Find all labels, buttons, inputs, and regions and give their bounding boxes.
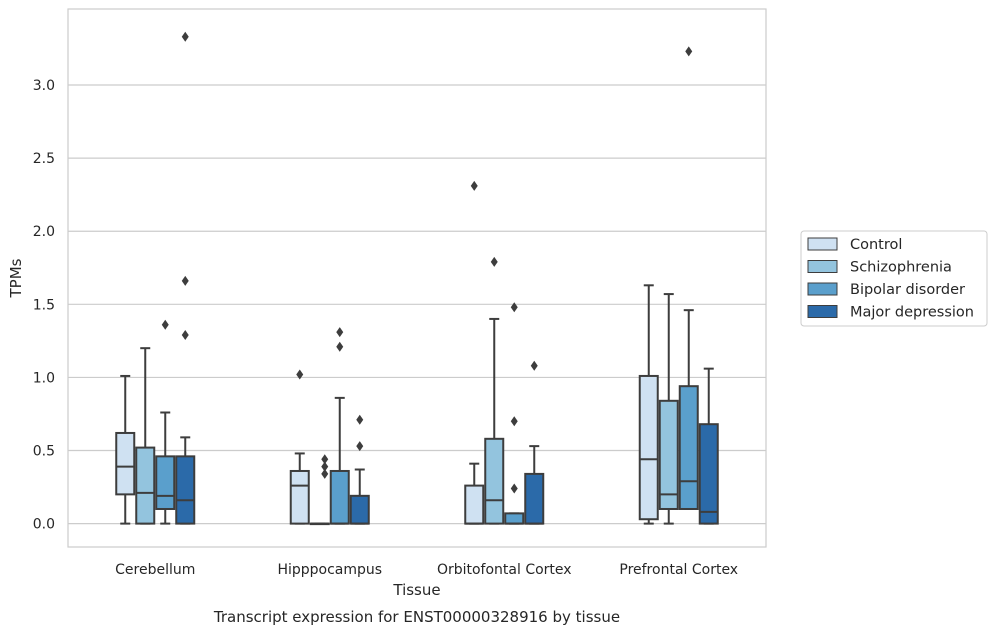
outlier-point [321,468,329,479]
legend-swatch [807,305,838,318]
box-rect [504,512,525,525]
y-tick-label: 3.0 [33,78,55,94]
legend-label: Control [850,237,902,253]
legend-swatch [807,260,838,273]
outlier-point [181,330,189,341]
outlier-point [356,414,364,425]
outlier-point [490,256,498,267]
outlier-point [685,46,693,57]
chart-title: Transcript expression for ENST0000032891… [213,608,620,626]
outlier-point [530,360,538,371]
box-group [504,302,525,525]
box-group [698,367,719,525]
outlier-point [470,180,478,191]
box-rect [329,469,350,525]
y-tick-label: 1.0 [33,370,55,386]
box-group [524,360,545,525]
outlier-point [510,483,518,494]
outlier-point [510,302,518,313]
box-group [155,319,176,525]
legend-label: Schizophrenia [850,260,952,276]
x-tick-label: Orbitofontal Cortex [437,562,572,578]
box-group [484,256,505,525]
box-group [678,46,699,510]
legend-swatch [807,282,838,296]
box-rect [524,472,545,525]
x-tick-labels: Cerebellum Hipppocampus Orbitofontal Corte… [115,562,738,578]
y-tick-labels: 0.0 0.5 1.0 1.5 2.0 2.5 3.0 [33,78,55,533]
legend-label: Bipolar disorder [850,282,965,298]
x-tick-label: Prefrontal Cortex [619,562,738,578]
box-rect [484,437,505,525]
legend-swatch [807,237,838,251]
box-rect [638,374,659,521]
x-tick-label: Cerebellum [115,562,195,578]
box-rect [155,455,176,510]
box-rect [464,484,485,525]
y-tick-label: 2.0 [33,224,55,240]
legend-label: Major depression [850,305,974,321]
box-group [135,347,156,525]
box-rect [115,431,136,496]
outlier-point [510,416,518,427]
outlier-point [321,461,329,472]
box-rect [658,399,679,510]
y-tick-label: 0.0 [33,517,55,533]
x-tick-label: Hipppocampus [277,562,382,578]
outlier-point [181,31,189,42]
box-group [329,327,350,525]
outlier-point [161,319,169,330]
outlier-point [181,275,189,286]
plot-frame [67,8,767,548]
box-group [115,374,136,525]
x-axis-title: Tissue [392,581,440,599]
box-rect [698,423,719,525]
box-series [115,31,719,526]
box-rect [175,455,196,525]
box-rect [678,385,699,510]
box-rect [135,446,156,525]
box-group [464,180,485,525]
outlier-point [356,441,364,452]
box-rect [289,469,310,525]
box-group [175,31,196,525]
y-tick-label: 2.5 [33,151,55,167]
y-axis-title: TPMs [7,258,25,298]
outlier-point [336,327,344,338]
box-group [638,284,659,525]
box-group [309,522,330,526]
outlier-point [296,369,304,380]
y-tick-label: 1.5 [33,297,55,313]
outlier-point [336,341,344,352]
box-group [658,293,679,525]
box-group [349,414,370,525]
box-rect [349,494,370,525]
legend-frame [800,230,988,327]
legend: Control Schizophrenia Bipolar disorder Majo… [800,230,988,327]
outlier-point [321,454,329,465]
box-group [289,369,310,525]
y-tick-label: 0.5 [33,444,55,460]
